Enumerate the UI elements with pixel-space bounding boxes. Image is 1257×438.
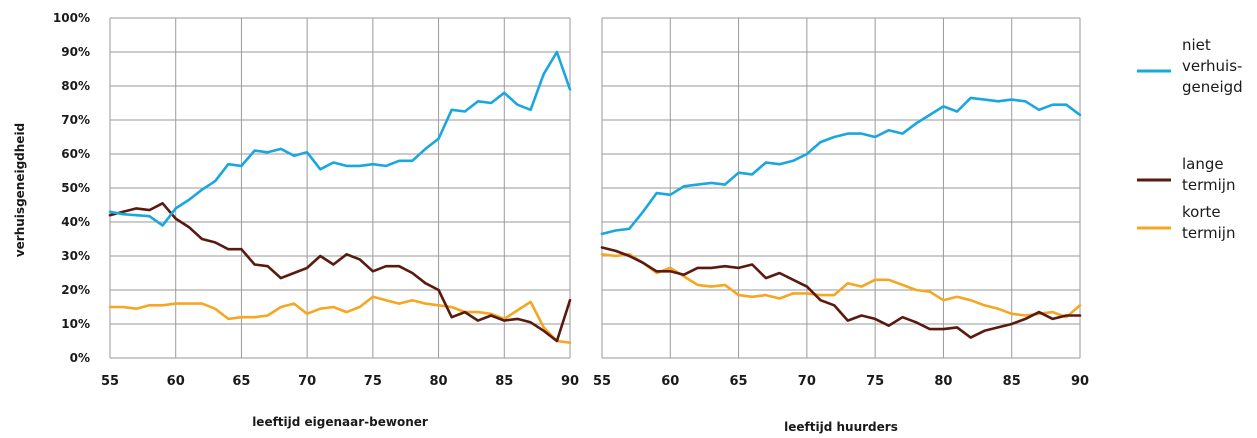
y-tick-label: 30%: [61, 249, 90, 263]
series-line-niet: [108, 50, 572, 227]
legend-label-niet: geneigd: [1182, 78, 1243, 96]
y-tick-label: 50%: [61, 181, 90, 195]
x-tick-label: 55: [101, 374, 119, 389]
y-axis-label: verhuisgeneigdheid: [13, 123, 27, 257]
series-line-korte: [600, 253, 1082, 319]
legend-label-niet: verhuis-: [1182, 57, 1242, 75]
legend-label-lange: lange: [1182, 155, 1224, 173]
series-line-lange: [108, 202, 572, 343]
x-tick-label: 60: [661, 374, 679, 389]
x-tick-label: 60: [167, 374, 185, 389]
x-tick-label: 80: [934, 374, 952, 389]
legend-label-lange: termijn: [1182, 176, 1235, 194]
series-line-niet: [600, 96, 1082, 236]
y-tick-label: 100%: [53, 11, 90, 25]
y-tick-label: 70%: [61, 113, 90, 127]
x-tick-label: 70: [798, 374, 816, 389]
x-tick-label: 75: [866, 374, 884, 389]
legend: niet verhuis-geneigd lange termijn korte term…: [1137, 36, 1243, 242]
x-tick-label: 65: [730, 374, 748, 389]
x-tick-label: 70: [298, 374, 316, 389]
y-tick-label: 10%: [61, 317, 90, 331]
panel-renters: 55 60 65 70 75 80 85 90 leeftijd huurders: [593, 17, 1089, 434]
y-tick-label: 90%: [61, 45, 90, 59]
x-axis-label: leeftijd huurders: [784, 420, 898, 434]
x-axis-label: leeftijd eigenaar-bewoner: [252, 415, 428, 429]
x-tick-label: 65: [232, 374, 250, 389]
panel-owners: 55 60 65 70 75 80 85 90 leeftijd eigenaar-bewone…: [101, 17, 579, 429]
y-axis: 100% 90% 80% 70% 60% 50% 40% 30% 20% 10% 0%: [53, 11, 90, 365]
y-tick-label: 60%: [61, 147, 90, 161]
x-tick-label: 75: [364, 374, 382, 389]
x-tick-label: 90: [561, 374, 579, 389]
y-tick-label: 20%: [61, 283, 90, 297]
x-tick-label: 85: [1003, 374, 1021, 389]
series-line-korte: [108, 295, 572, 345]
x-tick-label: 80: [430, 374, 448, 389]
x-tick-label: 55: [593, 374, 611, 389]
legend-label-niet: niet: [1182, 36, 1211, 54]
legend-label-korte: korte: [1182, 203, 1221, 221]
series-line-lange: [600, 246, 1082, 339]
legend-label-korte: termijn: [1182, 224, 1235, 242]
y-tick-label: 40%: [61, 215, 90, 229]
x-tick-label: 85: [495, 374, 513, 389]
x-tick-label: 90: [1071, 374, 1089, 389]
y-tick-label: 80%: [61, 79, 90, 93]
y-tick-label: 0%: [70, 351, 90, 365]
